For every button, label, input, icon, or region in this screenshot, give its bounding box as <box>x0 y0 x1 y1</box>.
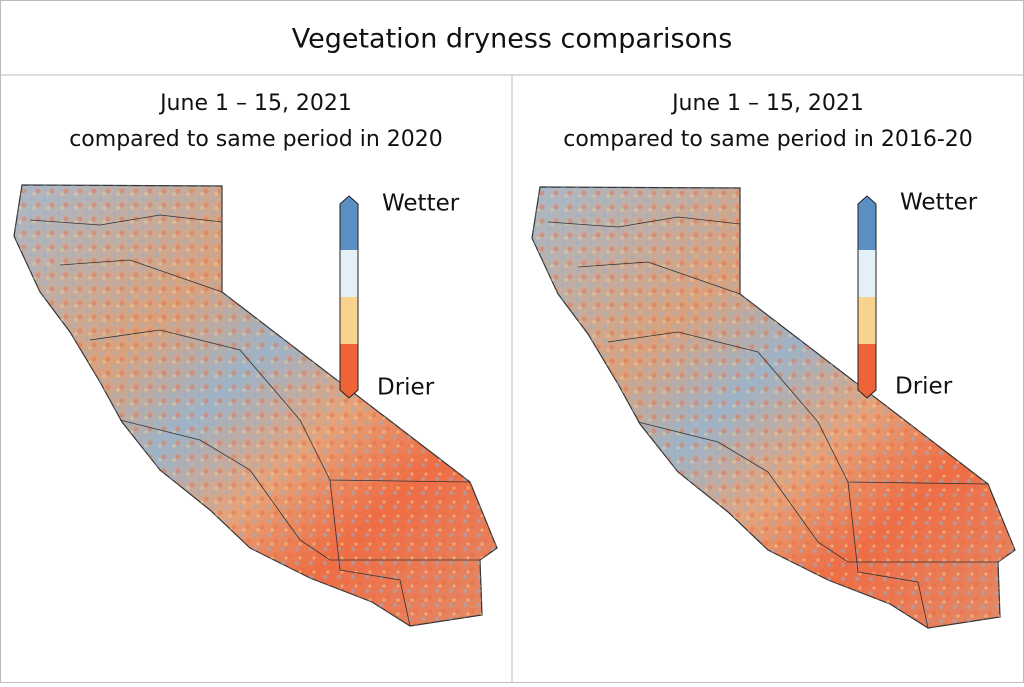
panel-title: compared to same period in 2020 <box>69 127 443 152</box>
county-line <box>29 214 223 226</box>
legend-outline <box>857 195 877 399</box>
legend-swatch <box>858 250 876 297</box>
panel: June 1 – 15, 2021 compared to same perio… <box>13 91 498 627</box>
legend-swatch <box>340 297 358 344</box>
county-line <box>119 419 480 561</box>
legend-swatch <box>858 196 876 250</box>
legend-swatch <box>340 250 358 297</box>
map <box>13 184 498 627</box>
county-line <box>637 421 998 563</box>
legend: Wetter Drier <box>339 191 460 401</box>
title: Vegetation dryness comparisons <box>292 24 733 55</box>
county-line <box>847 481 929 629</box>
legend-label: Drier <box>377 375 435 401</box>
county-line <box>547 216 741 228</box>
county-line <box>59 259 223 293</box>
county-line <box>607 331 989 485</box>
legend-swatch <box>858 344 876 398</box>
panel-title: compared to same period in 2016-20 <box>563 127 973 152</box>
panel-title: June 1 – 15, 2021 <box>158 91 352 116</box>
state-texture <box>532 187 1015 628</box>
legend-label: Wetter <box>900 190 978 216</box>
county-line <box>577 261 741 295</box>
map <box>531 186 1016 629</box>
legend-label: Drier <box>895 374 953 400</box>
panel-title: June 1 – 15, 2021 <box>670 91 864 116</box>
legend-swatch <box>340 344 358 398</box>
legend-swatch <box>858 297 876 344</box>
panel: June 1 – 15, 2021 compared to same perio… <box>531 91 1016 629</box>
county-line <box>329 479 411 627</box>
legend-swatch <box>340 196 358 250</box>
legend-outline <box>339 195 359 399</box>
legend: Wetter Drier <box>857 190 978 400</box>
state-texture <box>14 185 497 626</box>
legend-label: Wetter <box>382 191 460 217</box>
county-line <box>89 329 471 483</box>
